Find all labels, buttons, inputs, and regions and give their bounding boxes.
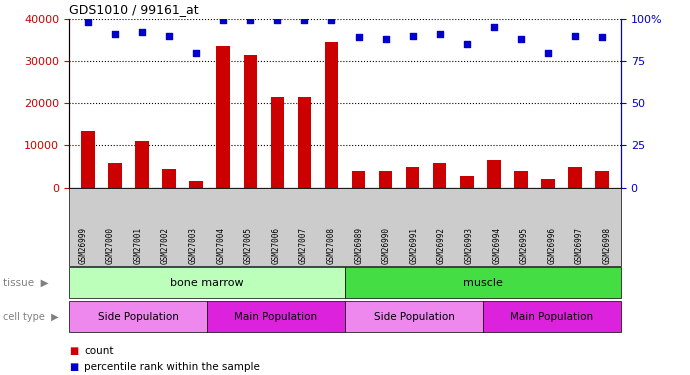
Bar bbox=[325, 42, 338, 188]
Point bbox=[380, 36, 391, 42]
Point bbox=[299, 17, 310, 23]
Point bbox=[164, 33, 175, 39]
Text: GSM27000: GSM27000 bbox=[106, 227, 115, 264]
Text: Side Population: Side Population bbox=[373, 312, 455, 321]
Bar bbox=[514, 171, 528, 188]
Point bbox=[110, 31, 121, 37]
Bar bbox=[244, 55, 257, 188]
Bar bbox=[135, 141, 149, 188]
Text: ■: ■ bbox=[69, 346, 78, 355]
Bar bbox=[297, 97, 311, 188]
Text: cell type  ▶: cell type ▶ bbox=[3, 312, 59, 321]
Bar bbox=[352, 171, 365, 188]
Point bbox=[542, 50, 553, 55]
Point bbox=[82, 19, 93, 25]
Text: Main Population: Main Population bbox=[511, 312, 593, 321]
Text: GSM27005: GSM27005 bbox=[244, 227, 253, 264]
Text: percentile rank within the sample: percentile rank within the sample bbox=[84, 362, 260, 372]
Bar bbox=[541, 179, 555, 188]
Text: GSM26990: GSM26990 bbox=[382, 227, 391, 264]
Point bbox=[597, 34, 608, 40]
Text: muscle: muscle bbox=[463, 278, 503, 288]
Bar bbox=[433, 163, 446, 188]
Text: GDS1010 / 99161_at: GDS1010 / 99161_at bbox=[69, 3, 199, 16]
Point bbox=[245, 17, 256, 23]
Bar bbox=[217, 46, 230, 188]
Bar bbox=[487, 160, 500, 188]
Text: GSM26991: GSM26991 bbox=[409, 227, 419, 264]
Bar bbox=[460, 176, 473, 188]
Text: GSM27002: GSM27002 bbox=[161, 227, 170, 264]
Point bbox=[407, 33, 418, 39]
Text: GSM27003: GSM27003 bbox=[188, 227, 198, 264]
Point bbox=[353, 34, 364, 40]
Bar bbox=[81, 130, 95, 188]
Point bbox=[218, 17, 229, 23]
Point bbox=[434, 31, 445, 37]
Point bbox=[137, 29, 148, 35]
Bar bbox=[406, 167, 420, 188]
Bar bbox=[108, 163, 121, 188]
Point bbox=[489, 24, 500, 30]
Text: GSM27007: GSM27007 bbox=[299, 227, 308, 264]
Bar bbox=[162, 168, 176, 188]
Text: GSM27006: GSM27006 bbox=[271, 227, 281, 264]
Text: GSM26998: GSM26998 bbox=[602, 227, 612, 264]
Text: GSM27004: GSM27004 bbox=[216, 227, 226, 264]
Text: GSM26994: GSM26994 bbox=[492, 227, 502, 264]
Point bbox=[569, 33, 580, 39]
Point bbox=[272, 17, 283, 23]
Text: GSM26993: GSM26993 bbox=[464, 227, 474, 264]
Bar bbox=[190, 181, 203, 188]
Bar bbox=[569, 167, 582, 188]
Text: bone marrow: bone marrow bbox=[170, 278, 244, 288]
Point bbox=[461, 41, 472, 47]
Text: tissue  ▶: tissue ▶ bbox=[3, 278, 49, 288]
Text: GSM26997: GSM26997 bbox=[575, 227, 584, 264]
Text: Side Population: Side Population bbox=[97, 312, 179, 321]
Bar bbox=[595, 171, 609, 188]
Text: ■: ■ bbox=[69, 362, 78, 372]
Point bbox=[190, 50, 201, 55]
Text: count: count bbox=[84, 346, 114, 355]
Text: GSM26989: GSM26989 bbox=[354, 227, 364, 264]
Text: GSM26995: GSM26995 bbox=[520, 227, 529, 264]
Text: GSM27008: GSM27008 bbox=[326, 227, 336, 264]
Point bbox=[326, 17, 337, 23]
Text: Main Population: Main Population bbox=[235, 312, 317, 321]
Text: GSM26992: GSM26992 bbox=[437, 227, 446, 264]
Text: GSM26996: GSM26996 bbox=[547, 227, 557, 264]
Bar bbox=[270, 97, 284, 188]
Text: GSM27001: GSM27001 bbox=[133, 227, 143, 264]
Text: GSM26999: GSM26999 bbox=[78, 227, 88, 264]
Point bbox=[515, 36, 526, 42]
Bar bbox=[379, 171, 393, 188]
